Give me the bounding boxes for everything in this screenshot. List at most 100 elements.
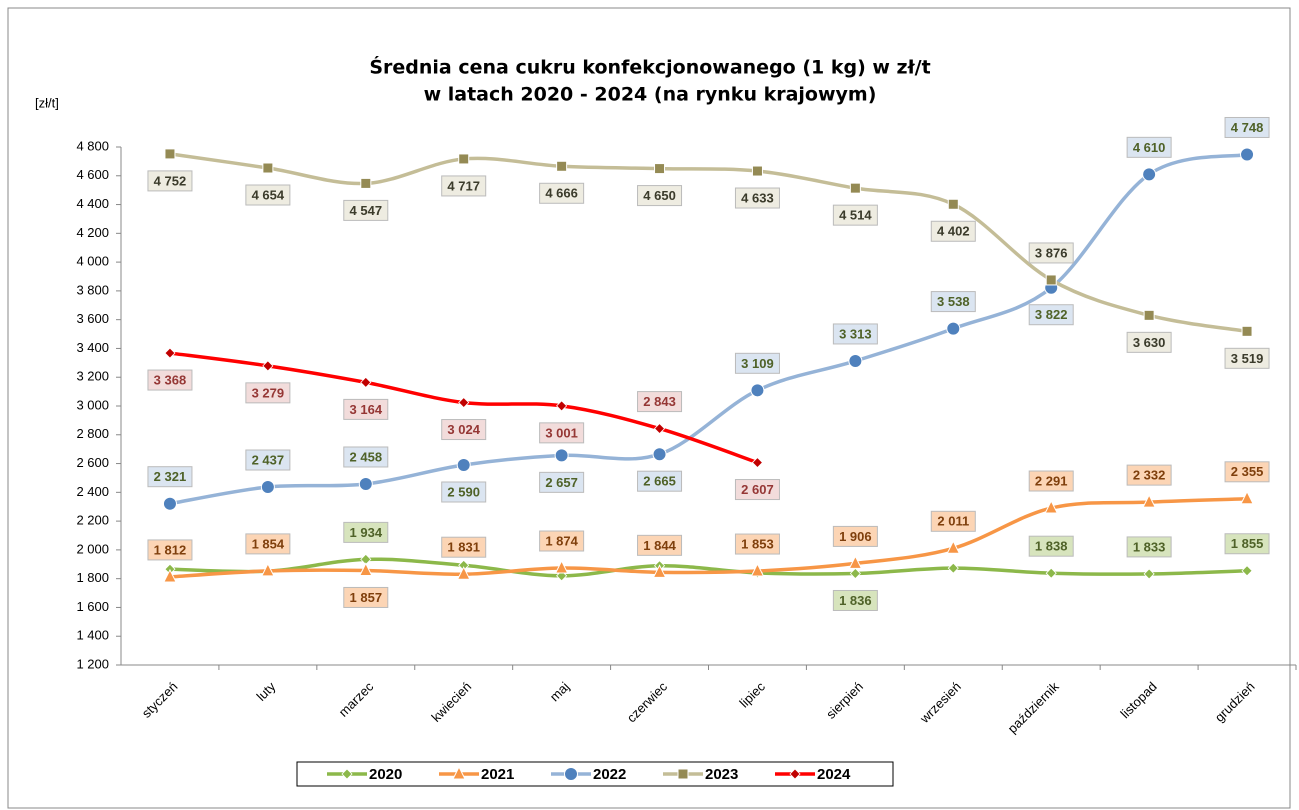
value-label-box [245,533,291,555]
value-label-box [1126,464,1172,486]
legend-label: 2022 [593,766,626,783]
marker [947,562,959,574]
chart-title: w latach 2020 - 2024 (na rynku krajowym) [424,84,877,106]
value-label: 4 514 [839,208,872,223]
value-label-box [637,470,683,492]
value-label: 1 906 [839,529,872,544]
value-label: 3 630 [1133,335,1166,350]
value-label: 3 313 [839,326,872,341]
marker [848,353,863,368]
value-label: 1 874 [545,533,578,548]
value-label-box [539,530,585,552]
value-label-box [832,525,878,547]
y-tick-label: 4 400 [76,196,109,211]
value-label-box [832,589,878,611]
value-label: 1 844 [643,538,676,553]
value-label: 2 011 [937,514,969,529]
y-tick-label: 3 200 [76,369,109,384]
y-tick-label: 2 400 [76,484,109,499]
value-label-box [441,536,487,558]
marker [946,540,961,554]
value-label-box [245,184,291,206]
marker [1241,565,1253,577]
marker [458,396,470,409]
y-tick-label: 1 800 [76,570,109,585]
chart-title: Średnia cena cukru konfekcjonowanego (1 … [369,55,930,79]
value-label: 2 657 [545,475,578,490]
value-label-box [1224,116,1270,138]
marker [260,480,275,495]
value-label-box [734,352,780,374]
value-label-box [1028,304,1074,326]
value-label: 1 855 [1231,536,1264,551]
marker [556,160,568,172]
value-label-box [637,534,683,556]
value-label: 4 654 [252,187,285,202]
value-label-box [832,323,878,345]
value-label-box [147,369,193,391]
value-label: 1 934 [350,525,383,540]
value-label-box [1126,136,1172,158]
marker [947,198,959,210]
marker [162,496,177,511]
marker [652,564,667,578]
marker [358,476,373,491]
value-label-box [441,175,487,197]
value-label: 2 458 [350,449,383,464]
marker [341,768,353,780]
legend-label: 2021 [481,766,514,783]
marker [652,447,667,462]
marker [750,383,765,398]
series-line [169,497,1248,579]
marker [164,347,176,359]
value-label: 2 321 [154,469,187,484]
marker [262,162,274,174]
value-label-box [245,449,291,471]
value-label: 4 650 [643,188,676,203]
value-label: 1 838 [1035,539,1068,554]
y-tick-label: 4 000 [76,254,109,269]
value-label-box [1028,535,1074,557]
value-label-box [637,391,683,413]
value-label-box [832,204,878,226]
marker [164,148,176,160]
value-label: 4 610 [1133,140,1166,155]
value-label-box [930,291,976,313]
value-label-box [441,419,487,441]
marker [556,400,568,412]
value-label: 2 590 [447,484,480,499]
value-label-box [539,182,585,204]
value-label-box [147,466,193,488]
value-label: 4 402 [937,224,970,239]
marker [789,768,801,780]
value-label-box [734,533,780,555]
y-tick-label: 4 800 [76,138,109,153]
value-label-box [1224,533,1270,555]
value-label: 1 853 [741,536,774,551]
marker [458,153,470,165]
value-label-box [147,539,193,561]
value-label-box [343,199,389,221]
value-label: 1 857 [350,590,383,605]
legend-label: 2024 [817,766,851,783]
y-tick-label: 2 000 [76,541,109,556]
legend-label: 2023 [705,766,738,783]
marker [1142,167,1157,182]
marker [452,765,466,780]
value-label: 1 854 [252,536,285,551]
y-tick-label: 2 200 [76,513,109,528]
value-label-box [1028,470,1074,492]
marker [163,568,177,583]
value-label-box [734,187,780,209]
y-tick-label: 3 400 [76,340,109,355]
value-label: 3 024 [447,422,480,437]
marker [677,768,689,780]
y-tick-label: 3 000 [76,397,109,412]
value-label: 3 368 [154,372,187,387]
marker [564,767,578,781]
value-label: 1 836 [839,593,872,608]
marker [554,448,569,463]
marker [456,457,471,472]
y-tick-label: 1 400 [76,628,109,643]
marker [1045,274,1057,286]
